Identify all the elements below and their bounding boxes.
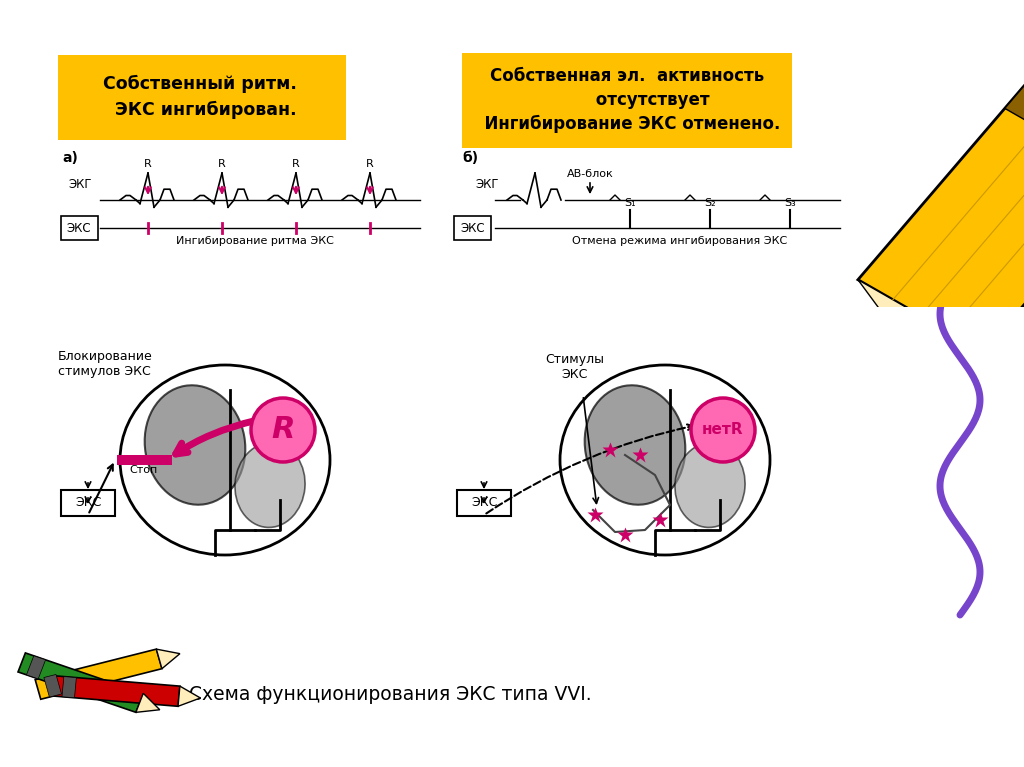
Ellipse shape	[560, 365, 770, 555]
Polygon shape	[44, 674, 61, 697]
Circle shape	[251, 398, 315, 462]
Polygon shape	[178, 686, 201, 706]
Text: нетR: нетR	[702, 423, 743, 437]
Bar	[1005, 85, 1024, 180]
Polygon shape	[858, 85, 1024, 352]
Ellipse shape	[234, 443, 305, 528]
Polygon shape	[18, 653, 143, 713]
FancyBboxPatch shape	[58, 55, 346, 140]
Ellipse shape	[585, 385, 685, 505]
Polygon shape	[858, 280, 984, 352]
Text: R: R	[144, 159, 152, 169]
Text: Собственный ритм.
  ЭКС ингибирован.: Собственный ритм. ЭКС ингибирован.	[103, 75, 297, 119]
Text: Блокирование
стимулов ЭКС: Блокирование стимулов ЭКС	[58, 350, 153, 378]
Bar	[117, 455, 172, 465]
Text: R: R	[367, 159, 374, 169]
FancyBboxPatch shape	[462, 53, 792, 148]
Polygon shape	[62, 676, 77, 698]
Ellipse shape	[675, 443, 745, 528]
Text: Стоп: Стоп	[130, 465, 158, 475]
Polygon shape	[27, 656, 46, 679]
Text: Стимулы
ЭКС: Стимулы ЭКС	[546, 353, 604, 381]
Text: S₃: S₃	[784, 198, 796, 208]
Polygon shape	[157, 649, 180, 669]
Ellipse shape	[120, 365, 330, 555]
FancyBboxPatch shape	[457, 490, 511, 516]
FancyBboxPatch shape	[61, 490, 115, 516]
Text: б): б)	[462, 151, 478, 165]
Text: R: R	[271, 416, 295, 445]
Text: S₂: S₂	[705, 198, 716, 208]
Text: R: R	[218, 159, 226, 169]
Text: а): а)	[62, 151, 78, 165]
FancyBboxPatch shape	[61, 216, 98, 240]
Text: ЭКС: ЭКС	[67, 222, 91, 235]
Text: Ингибирование ритма ЭКС: Ингибирование ритма ЭКС	[176, 236, 334, 246]
Text: ЭКГ: ЭКГ	[475, 178, 499, 191]
Polygon shape	[136, 693, 160, 713]
Text: ЭКС: ЭКС	[471, 496, 498, 509]
Text: ЭКГ: ЭКГ	[68, 178, 91, 191]
Ellipse shape	[144, 385, 246, 505]
Text: S₁: S₁	[625, 198, 636, 208]
Polygon shape	[53, 676, 180, 706]
Text: АВ-блок: АВ-блок	[566, 169, 613, 179]
Circle shape	[691, 398, 755, 462]
Text: ЭКС: ЭКС	[75, 496, 101, 509]
Text: ЭКС: ЭКС	[461, 222, 485, 235]
Polygon shape	[35, 649, 162, 700]
FancyBboxPatch shape	[454, 216, 490, 240]
Text: R: R	[292, 159, 300, 169]
Text: Собственная эл.  активность
         отсутствует
  Ингибирование ЭКС отменено.: Собственная эл. активность отсутствует И…	[473, 67, 780, 133]
Text: Схема функционирования ЭКС типа VVI.: Схема функционирования ЭКС типа VVI.	[188, 685, 591, 704]
Text: Отмена режима ингибирования ЭКС: Отмена режима ингибирования ЭКС	[572, 236, 787, 246]
